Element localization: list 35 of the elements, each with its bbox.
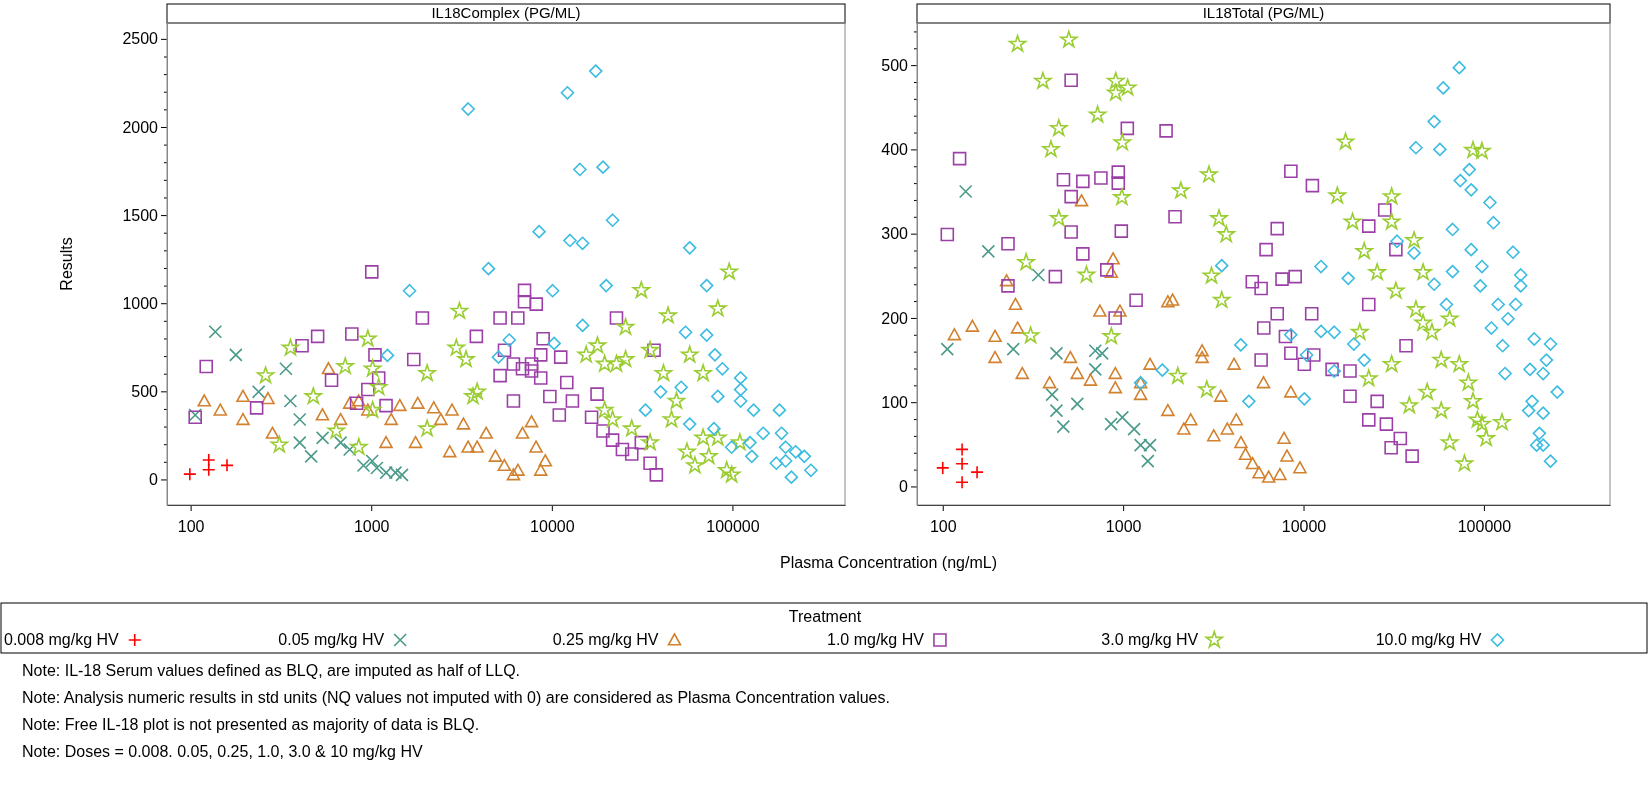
x-tick-label: 100000 [706,518,760,536]
x-axis-title: Plasma Concentration (ng/mL) [780,554,997,571]
legend-label: 10.0 mg/kg HV [1375,631,1482,648]
legend-label: 0.05 mg/kg HV [278,631,385,648]
x-tick-label: 10000 [1281,518,1327,536]
text: Note: Free IL-18 plot is not presented as majority of data is BLQ. [22,716,480,733]
y-tick-label: 1000 [122,294,159,312]
legend-label: 1.0 mg/kg HV [827,631,925,648]
text: Note: Doses = 0.008. 0.05, 0.25, 1.0, 3.0 & 10 mg/kg HV [22,743,424,760]
y-tick-label: 100 [881,393,909,411]
x-tick-label: 100000 [1457,518,1512,536]
y-tick-label: 200 [881,309,909,327]
legend-label: 0.25 mg/kg HV [552,631,659,648]
x-tick-label: 1000 [353,518,390,536]
y-tick-label: 500 [131,382,159,400]
y-tick-label: 300 [881,225,909,243]
y-tick-label: 500 [881,56,909,74]
legend-title: Treatment [788,608,862,625]
text: Note: Analysis numeric results in std units (NQ values not imputed with 0) are considered as Plasma Concentration values. [22,689,890,706]
legend-label: 3.0 mg/kg HV [1101,631,1199,648]
y-tick-label: 2000 [122,118,159,136]
text: Note: IL-18 Serum values defined as BLQ, are imputed as half of LLQ. [22,662,521,679]
y-tick-label: 1500 [122,206,159,224]
x-tick-label: 10000 [530,518,575,536]
y-tick-label: 2500 [122,30,159,48]
chart-title: IL18Complex (PG/ML) [431,4,581,21]
y-axis-title: Results [58,237,75,291]
x-tick-label: 100 [929,518,957,536]
x-tick-label: 1000 [1105,518,1142,536]
legend-label: 0.008 mg/kg HV [4,631,120,648]
y-tick-label: 0 [899,478,909,496]
chart-title: IL18Total (PG/ML) [1202,4,1325,21]
y-tick-label: 0 [149,471,159,489]
y-tick-label: 400 [881,141,909,159]
x-tick-label: 100 [177,518,205,536]
